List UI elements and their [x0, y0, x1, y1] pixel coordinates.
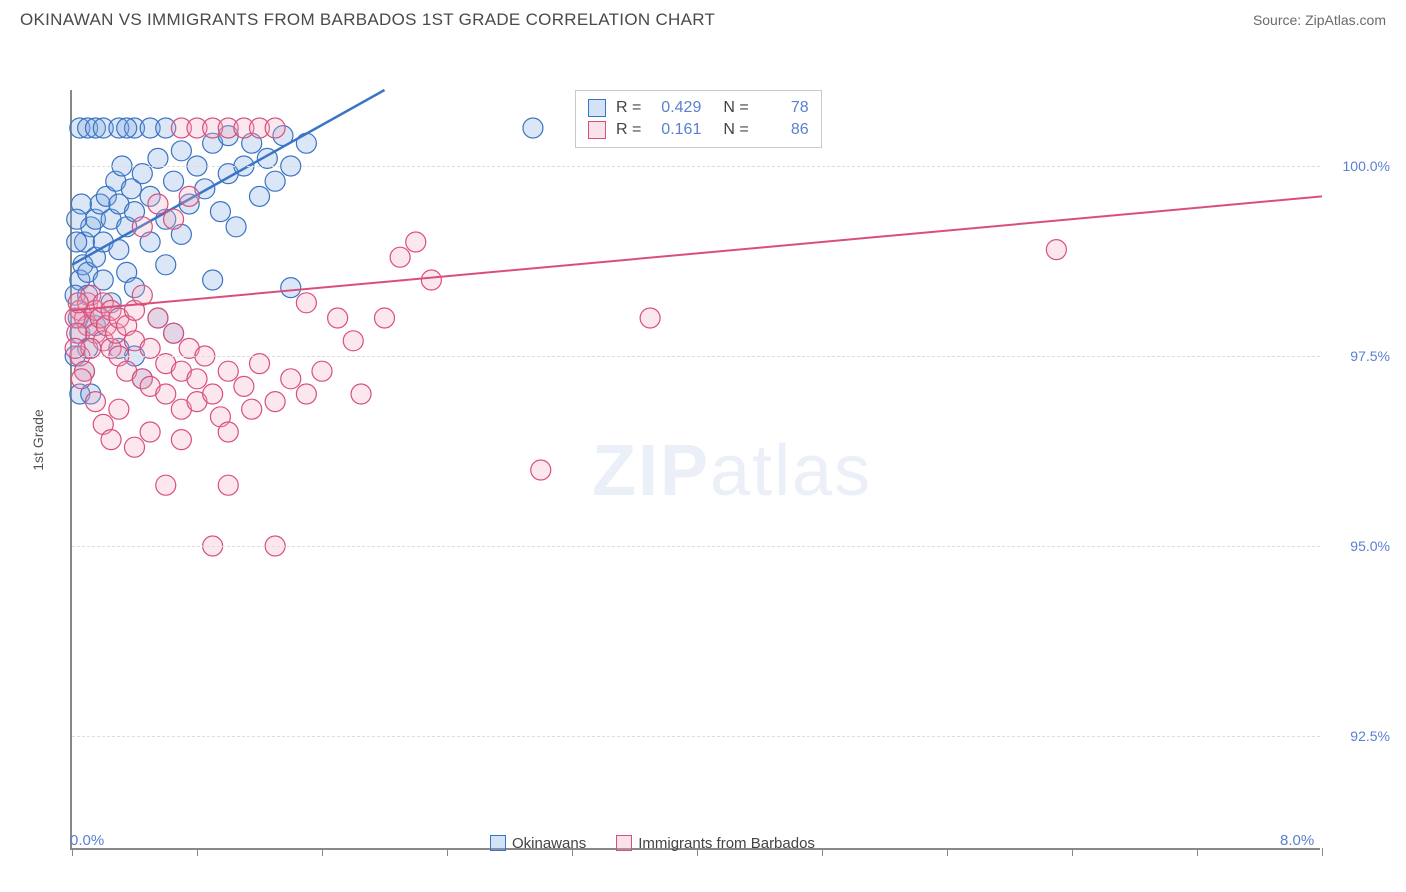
data-point	[164, 323, 184, 343]
x-axis-max-label: 8.0%	[1280, 832, 1314, 849]
data-point	[148, 308, 168, 328]
grid-line	[72, 736, 1320, 737]
data-point	[265, 171, 285, 191]
data-point	[132, 217, 152, 237]
data-point	[312, 361, 332, 381]
correlation-stats-box: R = 0.429 N = 78 R = 0.161 N = 86	[575, 90, 822, 148]
stat-n-label: N =	[723, 99, 748, 117]
data-point	[85, 392, 105, 412]
data-point	[265, 392, 285, 412]
x-axis-min-label: 0.0%	[70, 832, 104, 849]
x-tick	[1322, 848, 1323, 856]
plot-area: ZIPatlas 92.5%95.0%97.5%100.0%	[70, 90, 1320, 850]
y-tick-label: 97.5%	[1330, 348, 1390, 364]
data-point	[250, 186, 270, 206]
chart-title: OKINAWAN VS IMMIGRANTS FROM BARBADOS 1ST…	[20, 10, 715, 30]
data-point	[67, 209, 87, 229]
legend-swatch	[588, 121, 606, 139]
data-point	[531, 460, 551, 480]
data-point	[210, 202, 230, 222]
stat-row: R = 0.429 N = 78	[588, 97, 809, 119]
data-point	[156, 255, 176, 275]
data-point	[125, 437, 145, 457]
stat-r-value: 0.429	[651, 99, 701, 117]
x-tick	[947, 848, 948, 856]
x-tick	[1197, 848, 1198, 856]
data-point	[242, 399, 262, 419]
stat-n-label: N =	[723, 121, 748, 139]
data-point	[218, 361, 238, 381]
x-tick	[447, 848, 448, 856]
trend-line	[72, 196, 1322, 310]
legend-swatch	[616, 835, 632, 851]
grid-line	[72, 546, 1320, 547]
stat-r-label: R =	[616, 121, 641, 139]
y-tick-label: 100.0%	[1330, 158, 1390, 174]
data-point	[421, 270, 441, 290]
grid-line	[72, 356, 1320, 357]
legend: Okinawans Immigrants from Barbados	[490, 835, 815, 852]
source-link[interactable]: ZipAtlas.com	[1305, 12, 1386, 28]
data-point	[296, 293, 316, 313]
data-point	[281, 278, 301, 298]
data-point	[148, 194, 168, 214]
legend-item: Immigrants from Barbados	[616, 835, 815, 852]
data-point	[164, 209, 184, 229]
legend-swatch	[588, 99, 606, 117]
data-point	[375, 308, 395, 328]
stat-n-value: 78	[759, 99, 809, 117]
legend-swatch	[490, 835, 506, 851]
data-point	[296, 384, 316, 404]
data-point	[71, 369, 91, 389]
data-point	[109, 399, 129, 419]
data-point	[281, 369, 301, 389]
data-point	[343, 331, 363, 351]
data-point	[203, 270, 223, 290]
legend-item: Okinawans	[490, 835, 586, 852]
data-point	[265, 118, 285, 138]
data-point	[218, 422, 238, 442]
data-point	[640, 308, 660, 328]
x-tick	[197, 848, 198, 856]
x-tick	[822, 848, 823, 856]
data-point	[351, 384, 371, 404]
data-point	[140, 422, 160, 442]
legend-label: Okinawans	[512, 835, 586, 852]
data-point	[328, 308, 348, 328]
x-tick	[72, 848, 73, 856]
source-label: Source: ZipAtlas.com	[1253, 12, 1386, 28]
data-point	[523, 118, 543, 138]
data-point	[101, 430, 121, 450]
data-point	[171, 430, 191, 450]
stat-r-label: R =	[616, 99, 641, 117]
data-point	[203, 384, 223, 404]
data-point	[132, 285, 152, 305]
data-point	[117, 118, 137, 138]
data-point	[390, 247, 410, 267]
data-point	[67, 232, 87, 252]
stat-row: R = 0.161 N = 86	[588, 119, 809, 141]
data-point	[406, 232, 426, 252]
x-tick	[1072, 848, 1073, 856]
data-point	[234, 376, 254, 396]
data-point	[218, 475, 238, 495]
source-prefix: Source:	[1253, 12, 1305, 28]
data-point	[226, 217, 246, 237]
stat-n-value: 86	[759, 121, 809, 139]
data-point	[156, 475, 176, 495]
data-point	[156, 384, 176, 404]
data-point	[171, 141, 191, 161]
data-point	[164, 171, 184, 191]
data-point	[1046, 240, 1066, 260]
y-tick-label: 92.5%	[1330, 728, 1390, 744]
legend-label: Immigrants from Barbados	[638, 835, 815, 852]
x-tick	[322, 848, 323, 856]
grid-line	[72, 166, 1320, 167]
data-point	[179, 186, 199, 206]
data-point	[187, 369, 207, 389]
stat-r-value: 0.161	[651, 121, 701, 139]
y-axis-label: 1st Grade	[30, 409, 46, 470]
y-tick-label: 95.0%	[1330, 538, 1390, 554]
